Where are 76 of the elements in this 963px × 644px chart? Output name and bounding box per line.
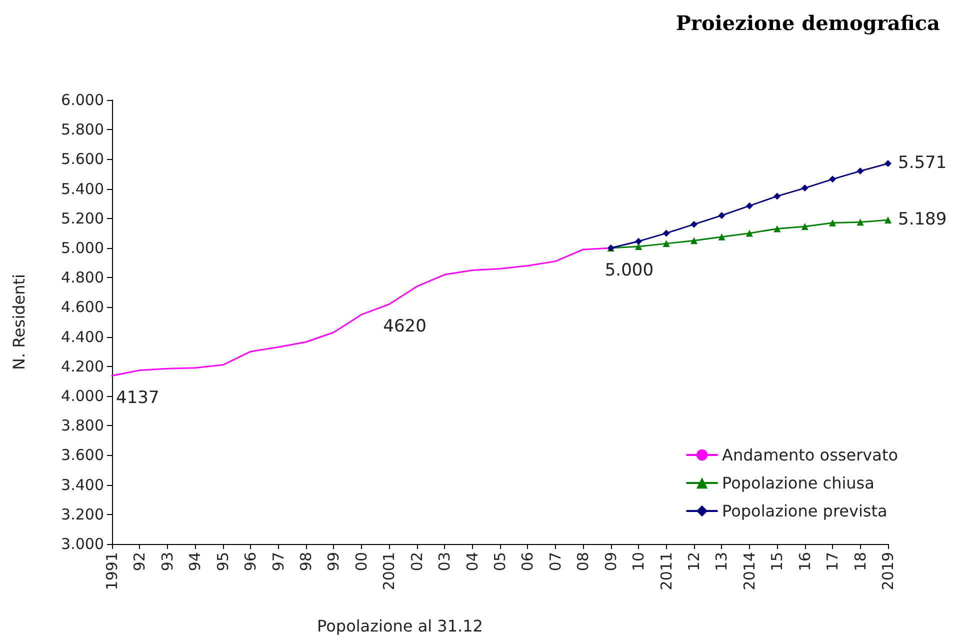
y-tick-label: 3.800 — [61, 416, 104, 435]
y-tick-label: 4.600 — [61, 298, 104, 316]
x-tick-label: 17 — [824, 552, 842, 572]
y-tick-label: 5.400 — [61, 180, 104, 198]
y-tick-label: 5.000 — [61, 239, 104, 257]
x-tick-label: 12 — [685, 552, 703, 572]
x-tick-label: 2014 — [740, 552, 758, 590]
x-tick-label: 13 — [712, 552, 731, 572]
x-tick-label: 02 — [408, 552, 426, 572]
point — [718, 212, 726, 219]
x-tick-label: 2001 — [380, 552, 398, 590]
annotation: 4620 — [383, 316, 426, 337]
point — [635, 238, 642, 245]
point — [690, 237, 698, 244]
x-tick-label: 18 — [851, 552, 870, 572]
point — [690, 220, 698, 228]
y-tick-label: 4.200 — [61, 357, 104, 376]
y-tick-label: 3.200 — [61, 505, 104, 524]
point — [718, 233, 726, 240]
legend-label: Andamento osservato — [722, 446, 898, 464]
point — [635, 243, 642, 250]
point — [829, 176, 836, 183]
y-tick-label: 5.200 — [61, 209, 104, 228]
x-tick-label: 08 — [574, 552, 592, 572]
point — [746, 202, 753, 210]
y-tick-label: 5.600 — [61, 150, 104, 168]
x-tick-label: 1991 — [103, 552, 121, 590]
x-tick-label: 93 — [158, 552, 176, 572]
point — [746, 230, 753, 237]
point — [856, 218, 864, 226]
x-tick-label: 00 — [352, 552, 370, 572]
chart-title: Proiezione demografica — [676, 11, 940, 35]
x-tick-label: 2011 — [657, 552, 676, 590]
x-tick-label: 04 — [463, 552, 482, 572]
point — [884, 160, 892, 167]
point — [856, 168, 864, 175]
point — [774, 225, 781, 232]
legend-label: Popolazione chiusa — [722, 474, 874, 492]
x-tick-label: 97 — [269, 552, 288, 572]
x-tick-label: 03 — [436, 552, 454, 572]
y-tick-label: 4.800 — [61, 268, 104, 287]
x-tick-label: 16 — [796, 552, 814, 572]
y-tick-label: 3.000 — [61, 535, 104, 553]
x-tick-label: 95 — [214, 552, 232, 572]
point — [774, 192, 781, 200]
y-tick-label: 5.800 — [61, 120, 104, 139]
x-tick-label: 92 — [130, 552, 149, 572]
point — [829, 219, 836, 226]
x-tick-label: 94 — [186, 552, 204, 572]
y-tick-label: 6.000 — [61, 91, 104, 109]
x-tick-label: 10 — [630, 552, 648, 572]
point — [801, 184, 808, 192]
y-tick-label: 4.000 — [61, 387, 104, 405]
x-tick-label: 09 — [602, 552, 620, 572]
x-tick-label: 96 — [242, 552, 260, 572]
annotation: 5.000 — [604, 260, 654, 280]
x-tick-label: 15 — [768, 552, 786, 572]
y-tick-label: 3.400 — [61, 476, 104, 494]
annotation: 5.189 — [898, 210, 947, 230]
x-tick-label: 05 — [491, 552, 509, 572]
point — [662, 230, 670, 237]
x-axis-title: Popolazione al 31.12 — [317, 616, 483, 636]
point — [884, 216, 892, 224]
y-tick-label: 4.400 — [61, 328, 104, 346]
x-tick-label: 2019 — [879, 552, 897, 590]
x-tick-label: 06 — [518, 552, 537, 572]
point — [662, 240, 670, 248]
x-tick-label: 99 — [324, 552, 343, 572]
legend-label: Popolazione prevista — [722, 502, 888, 520]
y-tick-label: 3.600 — [61, 446, 104, 464]
y-axis-title: N. Residenti — [10, 274, 28, 370]
x-tick-label: 98 — [297, 552, 315, 572]
annotation: 5.571 — [898, 152, 947, 173]
annotation: 4137 — [116, 388, 160, 408]
point — [801, 223, 808, 230]
x-tick-label: 07 — [546, 552, 564, 572]
